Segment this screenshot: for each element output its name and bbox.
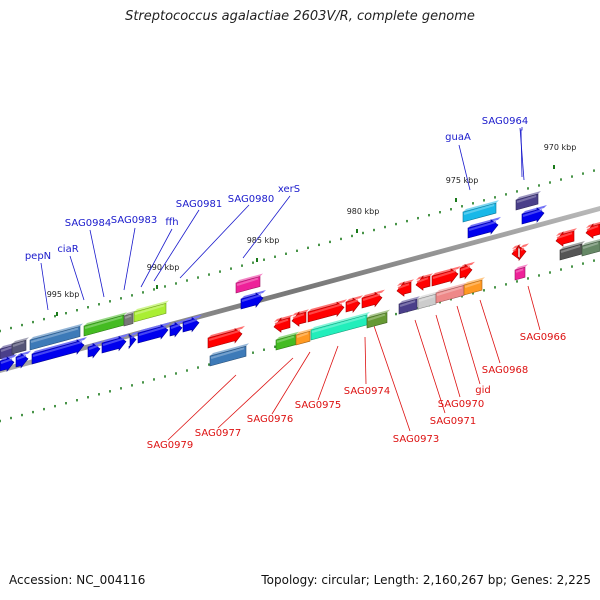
gene-arrow xyxy=(31,336,87,365)
gene-arrow xyxy=(87,340,103,359)
svg-text:980 kbp: 980 kbp xyxy=(347,207,380,216)
gene-arrow xyxy=(415,273,433,291)
genome-summary-text: Topology: circular; Length: 2,160,267 bp… xyxy=(261,573,591,587)
gene-arrow xyxy=(207,325,245,349)
gene-arrow xyxy=(462,200,499,223)
forward-gene-label: SAG0984 xyxy=(65,218,111,229)
reverse-gene-label: gid xyxy=(475,385,490,396)
gene-arrow xyxy=(514,264,528,281)
gene-arrow xyxy=(128,331,139,350)
forward-gene-label: SAG0983 xyxy=(111,215,157,226)
reverse-gene-label: SAG0973 xyxy=(393,434,439,445)
gene-arrow xyxy=(123,310,136,327)
gene-arrow xyxy=(182,314,202,333)
gene-arrow xyxy=(137,321,171,344)
gene-arrow xyxy=(11,337,29,355)
gene-arrow xyxy=(417,291,439,310)
forward-gene-label: pepN xyxy=(25,251,51,262)
gene-arrow xyxy=(345,295,363,313)
reverse-gene-label: SAG0971 xyxy=(430,416,476,427)
svg-text:970 kbp: 970 kbp xyxy=(544,143,577,152)
gene-arrow xyxy=(361,289,385,309)
gene-arrow xyxy=(518,243,529,262)
gene-arrow xyxy=(398,296,420,315)
gene-arrow xyxy=(366,309,390,329)
gene-arrow xyxy=(585,222,600,239)
gene-arrow xyxy=(29,323,83,351)
gene-arrow xyxy=(273,314,293,333)
gene-arrow xyxy=(459,261,475,280)
scale-tick: 980 kbp xyxy=(347,207,380,233)
gene-arrow xyxy=(310,311,370,341)
label-connectors xyxy=(40,127,541,441)
gene-labels: SAG0964guaAxerSSAG0980SAG0981ffhSAG0983S… xyxy=(25,116,566,451)
gene-arrow xyxy=(431,265,461,287)
gene-arrow xyxy=(396,279,414,297)
gene-arrow xyxy=(101,333,129,354)
reverse-gene-label: SAG0968 xyxy=(482,365,528,376)
svg-text:995 kbp: 995 kbp xyxy=(47,290,80,299)
forward-gene-label: SAG0980 xyxy=(228,194,274,205)
scale-tick: 985 kbp xyxy=(247,236,280,262)
reverse-gene-label: SAG0975 xyxy=(295,400,341,411)
scale-tick: 970 kbp xyxy=(544,143,577,169)
svg-text:975 kbp: 975 kbp xyxy=(446,176,479,185)
reverse-gene-label: SAG0977 xyxy=(195,428,241,439)
reverse-gene-label: SAG0966 xyxy=(520,332,566,343)
reverse-gene-label: SAG0970 xyxy=(438,399,484,410)
genome-title: Streptococcus agalactiae 2603V/R, comple… xyxy=(125,9,475,24)
reverse-gene-label: SAG0974 xyxy=(344,386,390,397)
gene-arrow xyxy=(0,354,17,372)
gene-arrow xyxy=(307,299,347,323)
gene-arrow xyxy=(521,205,547,225)
scale-tick: 975 kbp xyxy=(446,176,479,202)
forward-gene-label: ffh xyxy=(165,217,178,228)
gene-arrow xyxy=(295,328,313,346)
gene-arrow xyxy=(169,319,185,338)
gene-features xyxy=(0,191,600,372)
gene-arrow xyxy=(133,300,169,323)
gene-arrow xyxy=(559,241,585,261)
reverse-gene-label: SAG0979 xyxy=(147,440,193,451)
gene-arrow xyxy=(555,228,577,247)
forward-gene-label: SAG0981 xyxy=(176,199,222,210)
gene-arrow xyxy=(235,273,263,294)
forward-gene-label: ciaR xyxy=(57,244,78,255)
gene-arrow xyxy=(275,331,299,351)
scale-tick: 995 kbp xyxy=(47,290,80,316)
forward-gene-label: guaA xyxy=(445,132,471,143)
gene-arrow xyxy=(209,343,249,367)
svg-text:985 kbp: 985 kbp xyxy=(247,236,280,245)
gene-arrow xyxy=(15,350,31,369)
reverse-gene-label: SAG0976 xyxy=(247,414,293,425)
gene-arrow xyxy=(463,277,485,296)
forward-gene-label: SAG0964 xyxy=(482,116,528,127)
gene-arrow xyxy=(581,238,600,257)
gene-arrow xyxy=(435,282,467,304)
gene-arrow xyxy=(83,312,127,337)
gene-arrow xyxy=(515,191,541,211)
accession-text: Accession: NC_004116 xyxy=(9,573,146,587)
forward-gene-label: xerS xyxy=(278,184,300,195)
gene-arrow xyxy=(240,290,266,310)
gene-arrow xyxy=(467,216,501,239)
gene-arrow xyxy=(291,309,309,327)
